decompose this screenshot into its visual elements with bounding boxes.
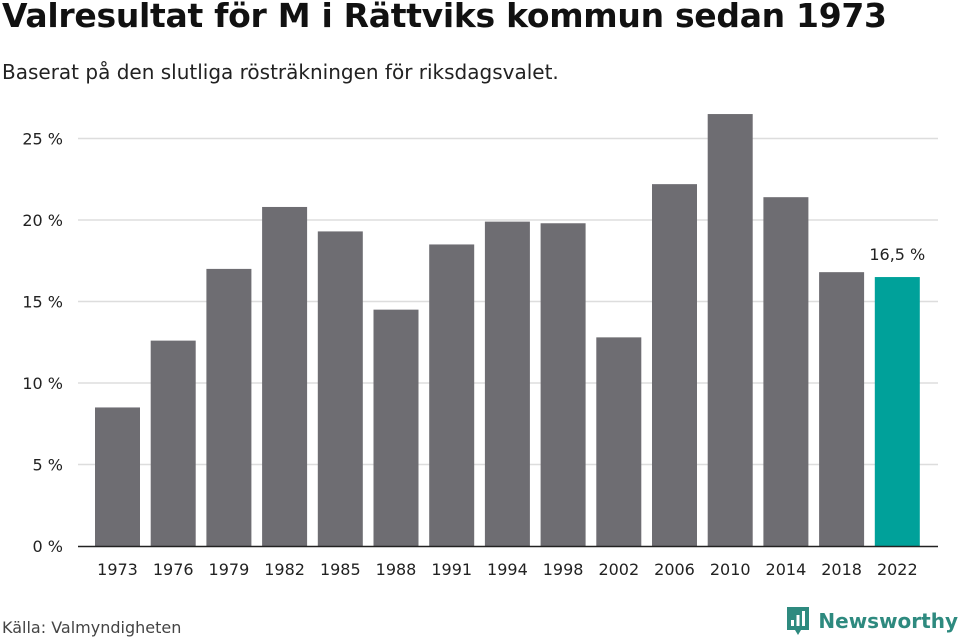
bar-1973 (95, 407, 140, 546)
x-tick-label: 2002 (598, 560, 639, 579)
brand-name: Newsworthy (818, 609, 958, 633)
newsworthy-logo[interactable]: Newsworthy (786, 606, 958, 636)
bar-2018 (819, 272, 865, 546)
bar-2006 (652, 184, 697, 546)
x-tick-label: 1976 (153, 560, 194, 579)
source-note: Källa: Valmyndigheten (2, 618, 182, 637)
bars (95, 114, 920, 547)
x-tick-label: 1991 (431, 560, 472, 579)
x-tick-label: 1979 (209, 560, 250, 579)
chart-title: Valresultat för M i Rättviks kommun seda… (2, 0, 887, 35)
y-tick-label: 15 % (22, 293, 63, 312)
x-axis-ticks: 1973 1976 1979 1982 1985 1988 1991 1994 1998 2002… (97, 560, 918, 579)
newsworthy-logo-icon (787, 607, 810, 635)
x-tick-label: 2014 (766, 560, 807, 579)
bar-1991 (429, 244, 475, 546)
x-tick-label: 2022 (877, 560, 918, 579)
bar-1998 (540, 223, 586, 546)
bar-2014 (763, 197, 809, 546)
x-tick-label: 2018 (821, 560, 862, 579)
bar-chart: 0 %5 %10 %15 %20 %25 % 1973 1976 1979 1982 1… (22, 114, 938, 579)
y-tick-label: 10 % (22, 374, 63, 393)
x-tick-label: 1998 (543, 560, 584, 579)
chart-subtitle: Baserat på den slutliga rösträkningen fö… (2, 60, 559, 84)
y-tick-label: 20 % (22, 211, 63, 230)
y-tick-label: 0 % (33, 537, 63, 556)
bar-1982 (262, 206, 308, 546)
x-tick-label: 1985 (320, 560, 361, 579)
x-tick-label: 1973 (97, 560, 138, 579)
x-tick-label: 2006 (654, 560, 695, 579)
x-tick-label: 1994 (487, 560, 528, 579)
bar-2010 (707, 114, 753, 547)
bar-1988 (373, 309, 419, 546)
bar-1979 (206, 268, 252, 546)
x-tick-label: 1982 (264, 560, 305, 579)
highlight-value-label: 16,5 % (869, 245, 925, 264)
x-tick-label: 2010 (710, 560, 751, 579)
bar-2022 (874, 277, 920, 546)
y-tick-label: 5 % (33, 456, 63, 475)
bar-1976 (150, 340, 196, 546)
y-tick-label: 25 % (22, 130, 63, 149)
x-tick-label: 1988 (376, 560, 417, 579)
bar-2002 (596, 337, 642, 546)
bar-1994 (484, 221, 530, 546)
y-axis-ticks: 0 % 5 % 10 % 15 % 20 % 25 % (22, 130, 63, 557)
bar-1985 (317, 231, 363, 546)
